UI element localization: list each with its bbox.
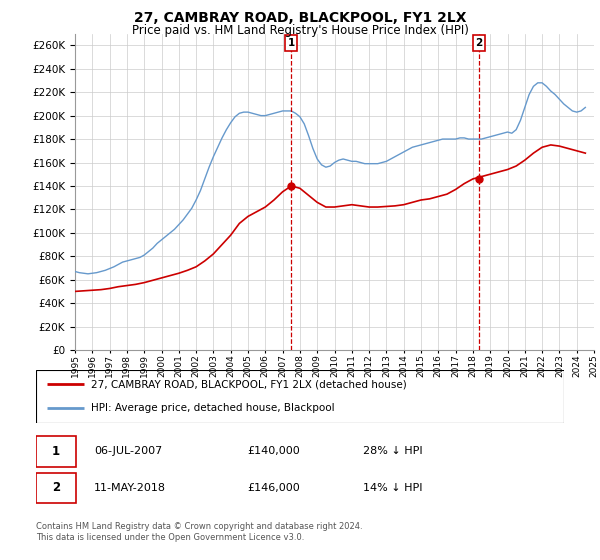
FancyBboxPatch shape: [36, 473, 76, 503]
Text: 2: 2: [476, 38, 483, 48]
Text: 1: 1: [287, 38, 295, 48]
Text: This data is licensed under the Open Government Licence v3.0.: This data is licensed under the Open Gov…: [36, 533, 304, 542]
FancyBboxPatch shape: [36, 436, 76, 466]
Text: £146,000: £146,000: [247, 483, 300, 493]
Text: 14% ↓ HPI: 14% ↓ HPI: [364, 483, 423, 493]
Text: HPI: Average price, detached house, Blackpool: HPI: Average price, detached house, Blac…: [91, 403, 335, 413]
Text: 1: 1: [52, 445, 60, 458]
Text: 28% ↓ HPI: 28% ↓ HPI: [364, 446, 423, 456]
Text: £140,000: £140,000: [247, 446, 300, 456]
Text: 06-JUL-2007: 06-JUL-2007: [94, 446, 163, 456]
Text: 11-MAY-2018: 11-MAY-2018: [94, 483, 166, 493]
Text: 2: 2: [52, 481, 60, 494]
Text: 27, CAMBRAY ROAD, BLACKPOOL, FY1 2LX: 27, CAMBRAY ROAD, BLACKPOOL, FY1 2LX: [134, 11, 466, 25]
Text: 27, CAMBRAY ROAD, BLACKPOOL, FY1 2LX (detached house): 27, CAMBRAY ROAD, BLACKPOOL, FY1 2LX (de…: [91, 380, 407, 390]
Text: Contains HM Land Registry data © Crown copyright and database right 2024.: Contains HM Land Registry data © Crown c…: [36, 522, 362, 531]
Text: Price paid vs. HM Land Registry's House Price Index (HPI): Price paid vs. HM Land Registry's House …: [131, 24, 469, 36]
